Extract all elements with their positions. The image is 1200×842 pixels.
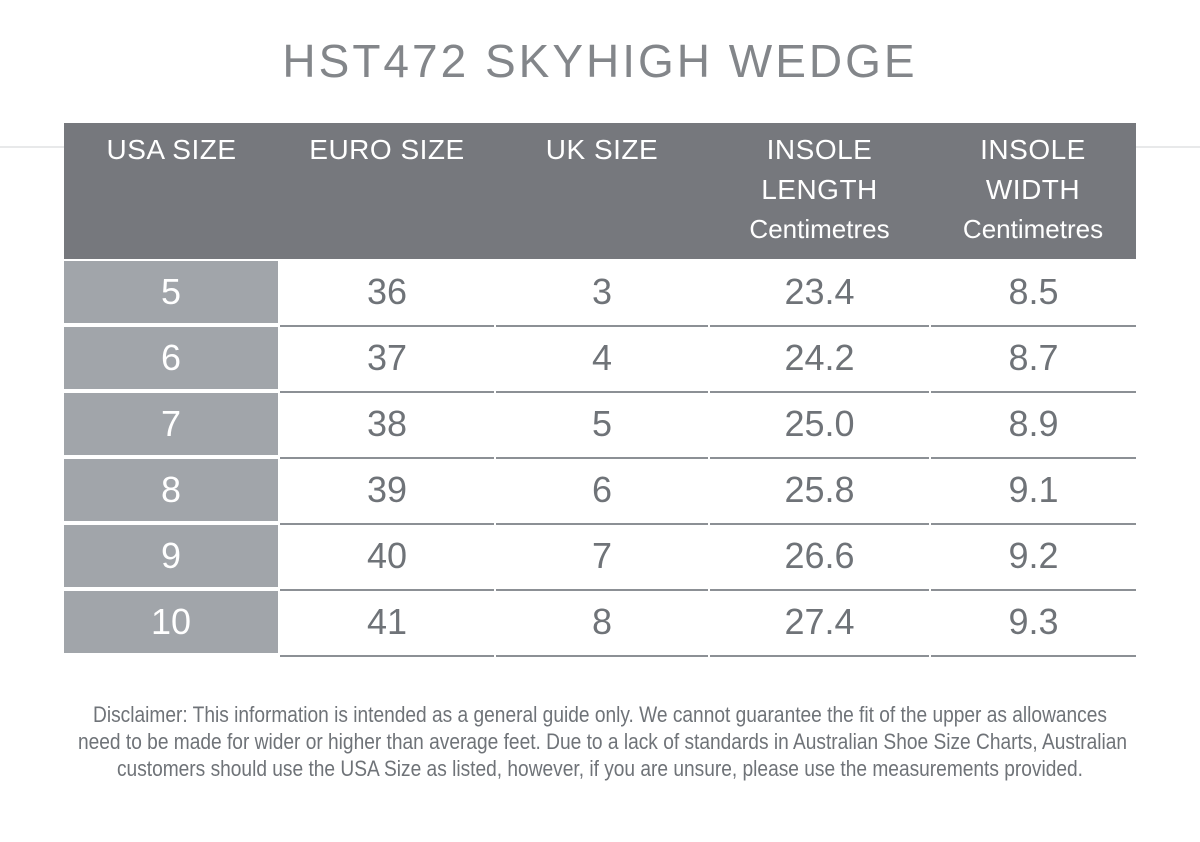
- header-label: EURO SIZE: [309, 134, 465, 165]
- uk-size-cell: 5: [496, 393, 708, 459]
- table-body: 5 36 3 23.4 8.5 6 37 4 24.2 8.7 7 38 5 2…: [64, 261, 1136, 657]
- header-label: INSOLE: [766, 134, 873, 165]
- insole-length-cell: 26.6: [710, 525, 929, 591]
- size-chart-table: USA SIZE EURO SIZE UK SIZE INSOLE LENGTH…: [64, 123, 1136, 657]
- insole-length-cell: 25.0: [710, 393, 929, 459]
- table-row: 6 37 4 24.2 8.7: [64, 327, 1136, 393]
- usa-size-cell: 8: [64, 459, 278, 521]
- euro-size-cell: 39: [280, 459, 494, 525]
- insole-width-cell: 9.2: [931, 525, 1136, 591]
- uk-size-cell: 7: [496, 525, 708, 591]
- euro-size-cell: 36: [280, 261, 494, 327]
- uk-size-cell: 8: [496, 591, 708, 657]
- insole-length-cell: 24.2: [710, 327, 929, 393]
- header-unit: Centimetres: [749, 214, 890, 244]
- usa-size-cell: 10: [64, 591, 278, 653]
- table-row: 10 41 8 27.4 9.3: [64, 591, 1136, 657]
- euro-size-cell: 38: [280, 393, 494, 459]
- euro-size-cell: 37: [280, 327, 494, 393]
- insole-length-cell: 23.4: [710, 261, 929, 327]
- table-header-row: USA SIZE EURO SIZE UK SIZE INSOLE LENGTH…: [64, 123, 1136, 259]
- uk-size-cell: 3: [496, 261, 708, 327]
- insole-width-cell: 8.5: [931, 261, 1136, 327]
- insole-length-cell: 27.4: [710, 591, 929, 657]
- euro-size-cell: 40: [280, 525, 494, 591]
- table-row: 7 38 5 25.0 8.9: [64, 393, 1136, 459]
- table-row: 9 40 7 26.6 9.2: [64, 525, 1136, 591]
- page-title: HST472 SKYHIGH WEDGE: [282, 35, 918, 87]
- uk-size-cell: 4: [496, 327, 708, 393]
- disclaimer-line-2: need to be made for wider or higher than…: [78, 729, 1128, 754]
- insole-length-cell: 25.8: [710, 459, 929, 525]
- table-row: 5 36 3 23.4 8.5: [64, 261, 1136, 327]
- usa-size-cell: 5: [64, 261, 278, 323]
- insole-width-cell: 9.1: [931, 459, 1136, 525]
- usa-size-cell: 6: [64, 327, 278, 389]
- header-cell-euro-size: EURO SIZE: [279, 123, 495, 259]
- insole-width-cell: 9.3: [931, 591, 1136, 657]
- insole-width-cell: 8.9: [931, 393, 1136, 459]
- header-label-line2: WIDTH: [985, 174, 1081, 205]
- header-cell-usa-size: USA SIZE: [64, 123, 279, 259]
- euro-size-cell: 41: [280, 591, 494, 657]
- header-label-line2: LENGTH: [761, 174, 878, 205]
- uk-size-cell: 6: [496, 459, 708, 525]
- disclaimer-line-1: Disclaimer: This information is intended…: [93, 702, 1107, 727]
- header-label: INSOLE: [980, 134, 1086, 165]
- header-unit: Centimetres: [962, 214, 1104, 244]
- usa-size-cell: 9: [64, 525, 278, 587]
- header-cell-insole-width: INSOLE WIDTH Centimetres: [930, 123, 1136, 259]
- insole-width-cell: 8.7: [931, 327, 1136, 393]
- header-label: UK SIZE: [545, 134, 659, 165]
- disclaimer-text: Disclaimer: This information is intended…: [0, 701, 1200, 782]
- header-cell-insole-length: INSOLE LENGTH Centimetres: [709, 123, 930, 259]
- disclaimer-line-3: customers should use the USA Size as lis…: [116, 756, 1084, 781]
- header-label: USA SIZE: [106, 134, 237, 165]
- usa-size-cell: 7: [64, 393, 278, 455]
- table-row: 8 39 6 25.8 9.1: [64, 459, 1136, 525]
- header-cell-uk-size: UK SIZE: [495, 123, 709, 259]
